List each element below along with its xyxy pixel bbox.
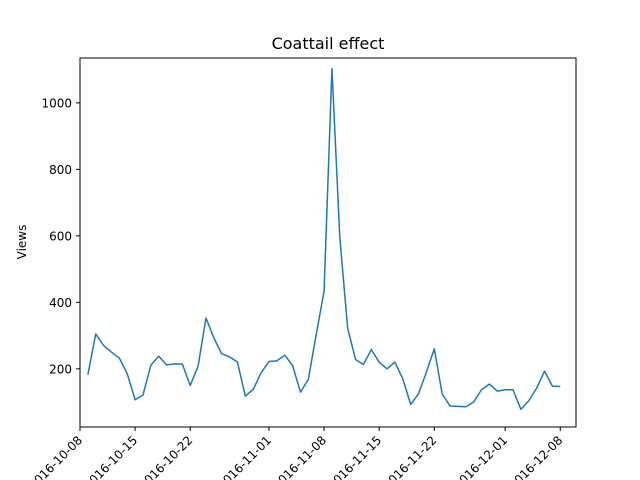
x-tick-label: 2016-12-01 [451, 433, 510, 480]
plot-frame [79, 57, 577, 428]
x-tick-label: 2016-11-15 [325, 433, 384, 480]
y-tick-label: 400 [49, 296, 72, 310]
y-tick-label: 800 [49, 163, 72, 177]
x-tick-label: 2016-11-22 [380, 433, 439, 480]
x-tick-label: 2016-12-08 [506, 433, 565, 480]
x-tick-label: 2016-11-08 [270, 433, 329, 480]
y-axis-label: Views [15, 225, 29, 260]
x-tick-label: 2016-10-08 [26, 433, 85, 480]
views-series-line [87, 67, 561, 411]
y-tick-label: 600 [49, 229, 72, 243]
y-tick-label: 200 [49, 362, 72, 376]
y-tick-label: 1000 [41, 96, 72, 110]
chart-title: Coattail effect [272, 34, 385, 53]
x-tick-label: 2016-10-22 [136, 433, 195, 480]
x-tick-label: 2016-10-15 [81, 433, 140, 480]
y-axis-ticks: 200 400 600 800 1000 [41, 96, 80, 376]
x-tick-label: 2016-11-01 [215, 433, 274, 480]
